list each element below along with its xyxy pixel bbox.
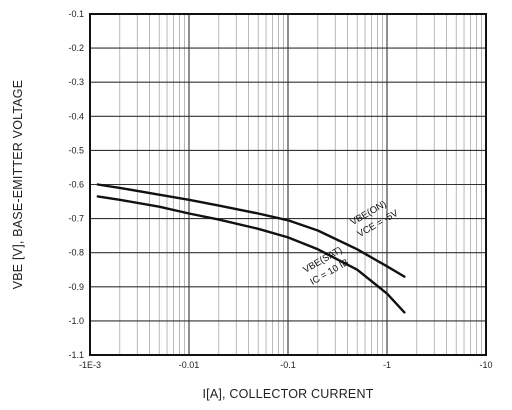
series-line xyxy=(96,183,406,278)
y-tick-label: -0.1 xyxy=(68,9,84,19)
y-tick-label: -0.3 xyxy=(68,77,84,87)
y-tick-label: -0.4 xyxy=(68,111,84,121)
y-tick-label: -0.8 xyxy=(68,248,84,258)
y-tick-label: -1.1 xyxy=(68,350,84,360)
series-layer xyxy=(96,183,406,314)
x-axis-label: I⁣[A], COLLECTOR CURRENT xyxy=(202,387,373,401)
y-tick-label: -0.5 xyxy=(68,145,84,155)
x-tick-labels: -1E-3 -0.01 -0.1 -1 -10 xyxy=(79,360,493,370)
x-tick-label: -0.01 xyxy=(179,360,200,370)
y-tick-label: -0.2 xyxy=(68,43,84,53)
x-tick-label: -1 xyxy=(383,360,391,370)
y-tick-label: -0.7 xyxy=(68,214,84,224)
y-tick-label: -1.0 xyxy=(68,316,84,326)
y-tick-label: -0.6 xyxy=(68,180,84,190)
plot-frame xyxy=(89,13,487,356)
y-tick-labels: -1.1 -1.0 -0.9 -0.8 -0.7 -0.6 -0.5 -0.4 -0.3 -0.2… xyxy=(68,9,84,360)
y-tick-label: -0.9 xyxy=(68,282,84,292)
x-tick-label: -0.1 xyxy=(280,360,296,370)
y-axis-label: VBE [V], BASE-EMITTER VOLTAGE xyxy=(11,80,25,290)
x-tick-label: -10 xyxy=(479,360,492,370)
series-line xyxy=(96,195,406,314)
x-tick-label: -1E-3 xyxy=(79,360,101,370)
